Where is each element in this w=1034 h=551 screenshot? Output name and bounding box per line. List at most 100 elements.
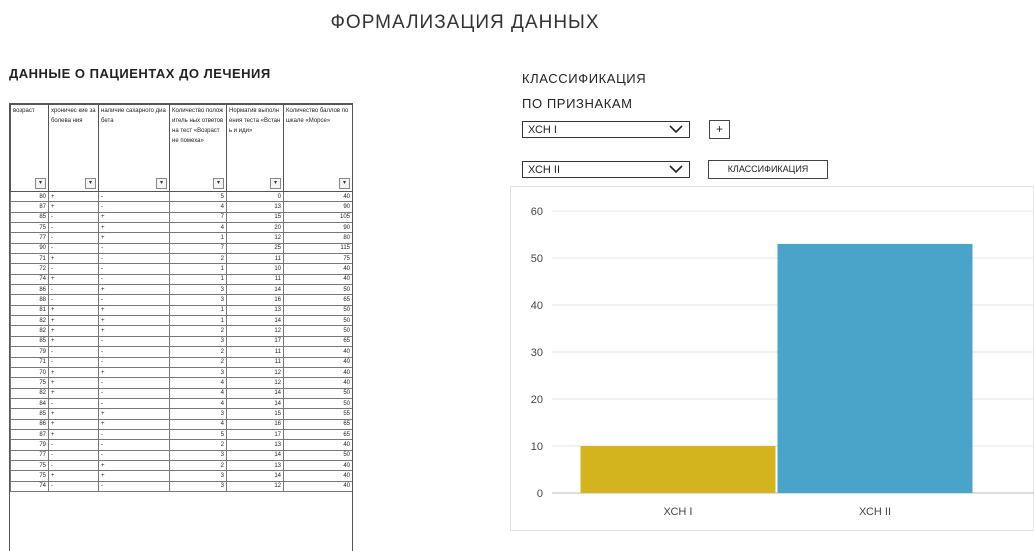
- table-row: 71- -2 11 40: [10, 356, 352, 368]
- table-cell: +: [48, 315, 99, 327]
- table-row: 79- -2 13 40: [10, 439, 352, 451]
- table-cell: 1: [169, 273, 227, 286]
- column-header: Норматив выполнения теста «Встань и иди»…: [226, 104, 284, 192]
- table-cell: 3: [169, 449, 227, 461]
- table-cell: +: [48, 201, 99, 213]
- table-cell: 80: [10, 190, 49, 203]
- filter-dropdown-icon[interactable]: ▾: [270, 178, 281, 189]
- y-tick-label: 0: [537, 488, 543, 500]
- table-cell: 12: [226, 377, 284, 389]
- table-cell: -: [48, 232, 99, 244]
- table-cell: 17: [226, 428, 284, 441]
- table-cell: 12: [226, 480, 284, 492]
- table-cell: -: [98, 335, 170, 348]
- table-cell: 5: [169, 428, 227, 441]
- column-header-label: Количество положитель ных ответов на тес…: [172, 108, 224, 144]
- patients-table-container: возраст ▾ хроничес кие заболева ния ▾ наличи…: [9, 103, 353, 551]
- table-cell: -: [48, 294, 99, 306]
- filter-dropdown-icon[interactable]: ▾: [213, 178, 224, 189]
- table-cell: 75: [10, 459, 49, 472]
- table-cell: 105: [283, 211, 352, 224]
- table-cell: 2: [169, 346, 227, 358]
- table-cell: +: [98, 366, 170, 379]
- table-cell: 40: [283, 366, 352, 379]
- table-cell: +: [98, 315, 170, 327]
- column-header: Количество положитель ных ответов на тес…: [169, 104, 227, 192]
- table-cell: +: [48, 470, 99, 482]
- table-cell: 82: [10, 325, 49, 337]
- table-cell: 3: [169, 284, 227, 296]
- filter-dropdown-icon[interactable]: ▾: [35, 178, 46, 189]
- table-cell: 3: [169, 335, 227, 348]
- table-cell: 11: [226, 253, 284, 265]
- table-cell: 65: [283, 335, 352, 348]
- table-cell: +: [48, 377, 99, 389]
- chevron-down-icon: [669, 163, 683, 179]
- table-cell: 5: [169, 190, 227, 203]
- table-cell: 14: [226, 449, 284, 461]
- table-cell: 14: [226, 470, 284, 482]
- filter-dropdown-icon[interactable]: ▾: [339, 178, 350, 189]
- table-cell: -: [48, 480, 99, 492]
- table-cell: 74: [10, 273, 49, 286]
- table-cell: 84: [10, 397, 49, 410]
- table-cell: 7: [169, 242, 227, 255]
- table-row: 81 + +1 13 50: [10, 304, 352, 317]
- column-header-label: наличие сахарного диабета: [101, 108, 166, 124]
- table-cell: -: [98, 356, 170, 368]
- table-cell: 40: [283, 470, 352, 482]
- table-cell: -: [98, 397, 170, 410]
- patients-table: возраст ▾ хроничес кие заболева ния ▾ наличи…: [10, 104, 352, 492]
- table-cell: 14: [226, 284, 284, 296]
- table-cell: +: [48, 325, 99, 337]
- class-select-1[interactable]: ХСН I: [522, 121, 690, 138]
- table-cell: 75: [10, 222, 49, 234]
- table-row: 88- -3 16 65: [10, 294, 352, 306]
- table-cell: 87: [10, 201, 49, 213]
- y-tick-label: 10: [531, 441, 543, 453]
- table-cell: +: [48, 408, 99, 420]
- table-cell: 3: [169, 366, 227, 379]
- table-cell: 11: [226, 346, 284, 358]
- table-cell: 81: [10, 304, 49, 317]
- table-cell: 11: [226, 356, 284, 368]
- table-cell: 12: [226, 325, 284, 337]
- add-button[interactable]: +: [709, 120, 730, 139]
- table-row: 85 + +3 15 55: [10, 408, 352, 420]
- filter-dropdown-icon[interactable]: ▾: [85, 178, 96, 189]
- table-cell: 77: [10, 232, 49, 244]
- table-cell: +: [98, 284, 170, 296]
- column-header: возраст ▾: [10, 104, 49, 192]
- table-cell: 15: [226, 408, 284, 420]
- table-cell: 3: [169, 470, 227, 482]
- table-cell: +: [48, 418, 99, 430]
- table-cell: 75: [283, 253, 352, 265]
- table-cell: -: [98, 428, 170, 441]
- table-cell: +: [48, 387, 99, 399]
- table-cell: -: [98, 253, 170, 265]
- table-cell: -: [48, 346, 99, 358]
- table-cell: 65: [283, 428, 352, 441]
- table-cell: 16: [226, 294, 284, 306]
- table-cell: 40: [283, 356, 352, 368]
- class-select-2[interactable]: ХСН II: [522, 161, 690, 178]
- table-cell: +: [98, 304, 170, 317]
- table-cell: 15: [226, 211, 284, 224]
- table-cell: +: [98, 408, 170, 420]
- table-cell: 14: [226, 397, 284, 410]
- table-cell: 40: [283, 480, 352, 492]
- table-cell: 50: [283, 449, 352, 461]
- table-cell: 82: [10, 315, 49, 327]
- table-cell: 1: [169, 304, 227, 317]
- table-cell: 3: [169, 294, 227, 306]
- table-cell: +: [98, 211, 170, 224]
- table-row: 87 + -4 13 90: [10, 201, 352, 213]
- table-row: 74- -3 12 40: [10, 480, 352, 492]
- table-cell: +: [48, 428, 99, 441]
- filter-dropdown-icon[interactable]: ▾: [156, 178, 167, 189]
- table-cell: -: [98, 263, 170, 275]
- classify-button[interactable]: КЛАССИФИКАЦИЯ: [708, 160, 828, 179]
- table-cell: -: [98, 377, 170, 389]
- table-cell: +: [98, 418, 170, 430]
- table-row: 86- +3 14 50: [10, 284, 352, 296]
